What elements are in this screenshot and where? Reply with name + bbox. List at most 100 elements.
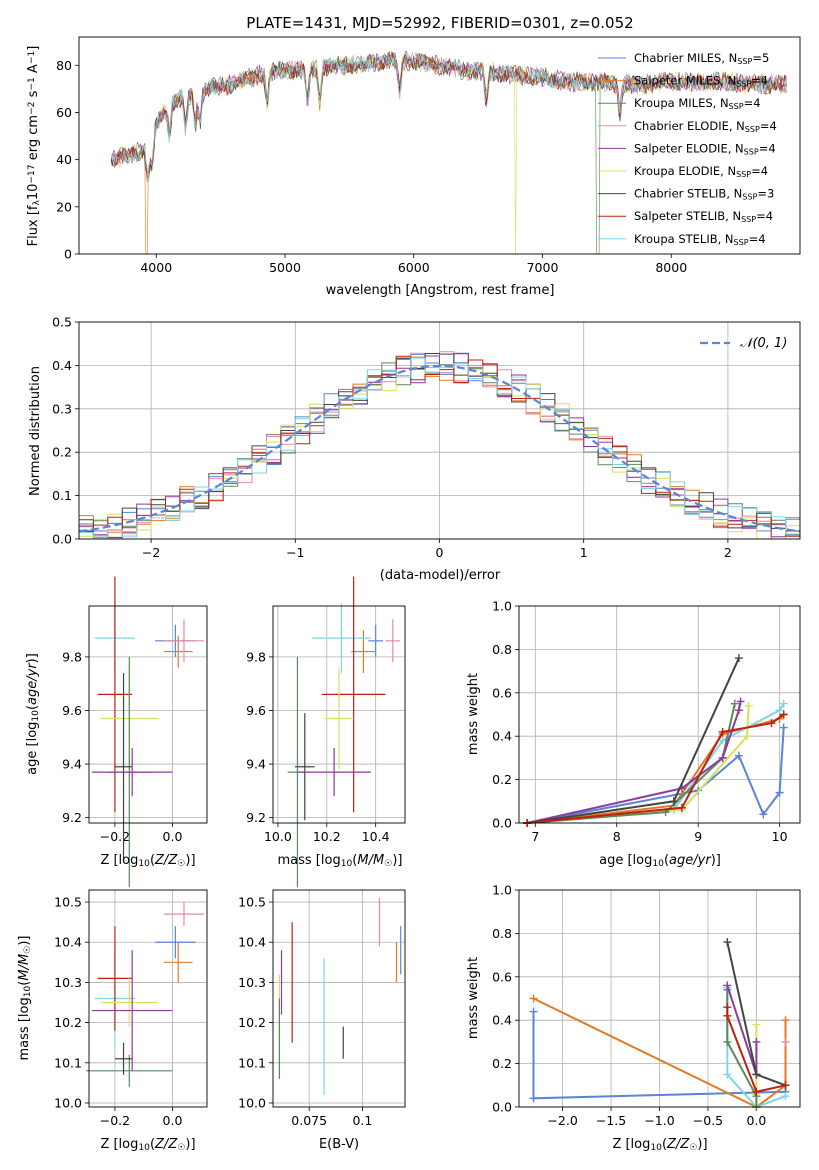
label-part: age [log — [599, 853, 652, 868]
label-part: )] — [392, 853, 402, 868]
y-axis-label: mass [log10(M/M☉)] — [17, 936, 33, 1061]
y-tick-label: 0.0 — [52, 532, 72, 547]
weight-point-marker — [723, 981, 732, 990]
y-tick-label: 0.8 — [492, 642, 512, 657]
x-tick-label: −0.5 — [693, 1113, 723, 1128]
label-part: −1 — [27, 51, 37, 64]
weight-point-marker — [723, 1070, 732, 1079]
y-tick-label: 9.2 — [246, 810, 266, 825]
x-axis-label: age [log10(age/yr)] — [599, 853, 721, 869]
y-tick-label: 10.0 — [238, 1095, 266, 1110]
x-tick-label: 10.0 — [264, 829, 292, 844]
label-part: −2 — [27, 102, 37, 115]
x-tick-label: 4000 — [140, 260, 172, 275]
y-axis-label: Normed distribution — [28, 366, 43, 496]
y-tick-label: 0.3 — [52, 401, 72, 416]
y-tick-label: 0 — [64, 247, 72, 262]
x-tick-label: −1.5 — [596, 1113, 626, 1128]
weight-point-marker — [736, 697, 745, 706]
weight-point-marker — [752, 1020, 761, 1029]
label-part: SSP — [744, 147, 759, 156]
y-tick-label: 10.2 — [238, 1015, 266, 1030]
y-tick-label: 10.0 — [54, 1095, 82, 1110]
label-part: )] — [711, 853, 721, 868]
weight-point-marker — [752, 1070, 761, 1079]
y-tick-label: 80 — [56, 58, 72, 73]
y-tick-label: 0.0 — [492, 1100, 512, 1115]
x-tick-label: −2.0 — [547, 1113, 577, 1128]
weight-series-line — [526, 727, 785, 824]
label-part: )] — [185, 853, 195, 868]
y-tick-label: 10.2 — [54, 1015, 82, 1030]
label-part: )] — [185, 1137, 195, 1152]
label-part: )] — [697, 1137, 707, 1152]
weight-point-marker — [781, 1092, 790, 1101]
y-tick-label: 9.2 — [62, 810, 82, 825]
label-part: s — [26, 90, 41, 101]
label-part: 10 — [138, 1143, 150, 1153]
axes-frame — [78, 36, 801, 255]
y-axis-label: mass weight — [466, 673, 481, 755]
legend-entry: Salpeter STELIB, NSSP=4 — [634, 209, 773, 224]
axes-frame — [88, 889, 208, 1108]
label-part: ( — [352, 853, 357, 868]
label-part: 10 — [23, 986, 33, 998]
label-part: 10 — [26, 184, 41, 201]
x-tick-label: −0.2 — [100, 1113, 130, 1128]
label-part: 10 — [31, 710, 41, 722]
label-part: SSP — [736, 170, 751, 179]
weight-point-marker — [677, 803, 686, 812]
x-tick-label: 0.1 — [352, 1113, 372, 1128]
weight-point-marker — [752, 1087, 761, 1096]
y-tick-label: 0.1 — [52, 488, 72, 503]
y-tick-label: 9.6 — [246, 703, 266, 718]
y-tick-label: 0.6 — [492, 685, 512, 700]
label-part: Z [log — [100, 1137, 138, 1152]
label-part: Salpeter STELIB, N — [634, 209, 741, 223]
label-part: Salpeter MILES, N — [634, 74, 736, 88]
legend-entry: Salpeter ELODIE, NSSP=4 — [634, 141, 776, 156]
normal-reference-curve — [78, 364, 801, 533]
x-axis-label: Z [log10(Z/Z☉)] — [612, 1137, 707, 1153]
x-tick-label: 9 — [694, 829, 702, 844]
label-part: Z [log — [100, 853, 138, 868]
weight-point-marker — [734, 751, 743, 760]
label-part: Kroupa MILES, N — [634, 96, 729, 110]
weight-point-marker — [529, 1007, 538, 1016]
y-tick-label: 1.0 — [492, 599, 512, 614]
weight-point-marker — [743, 732, 752, 741]
x-tick-label: 0.075 — [291, 1113, 327, 1128]
y-tick-label: 10.1 — [238, 1055, 266, 1070]
label-part: ( — [662, 1137, 667, 1152]
label-part: M/M — [357, 853, 384, 868]
label-part: =4 — [759, 141, 776, 155]
weight-point-marker — [723, 1037, 732, 1046]
legend-entry: Kroupa ELODIE, NSSP=4 — [634, 164, 768, 179]
label-part: A — [26, 64, 41, 77]
weight-point-marker — [723, 1003, 732, 1012]
x-tick-label: 5000 — [269, 260, 301, 275]
label-part: ( — [150, 1137, 155, 1152]
legend-entry: Chabrier STELIB, NSSP=3 — [634, 187, 774, 202]
y-tick-label: 10.1 — [54, 1055, 82, 1070]
label-part: −17 — [27, 164, 37, 183]
weight-point-marker — [734, 654, 743, 663]
label-part: −1 — [27, 77, 37, 90]
x-tick-label: 8000 — [655, 260, 687, 275]
axes-frame — [518, 889, 801, 1108]
label-part: ( — [664, 853, 669, 868]
y-tick-label: 9.8 — [62, 649, 82, 664]
label-part: SSP — [737, 57, 752, 66]
axes-frame — [88, 605, 208, 824]
histogram-step-line — [79, 357, 800, 539]
weight-point-marker — [669, 797, 678, 806]
label-part: erg cm — [26, 115, 41, 164]
mass-vs-extinction-panel — [269, 890, 405, 1111]
y-tick-label: 0.4 — [52, 358, 72, 373]
spectrum-lines — [110, 50, 788, 254]
chart-title: PLATE=1431, MJD=52992, FIBERID=0301, z=0… — [246, 14, 633, 32]
y-tick-label: 10.5 — [238, 895, 266, 910]
x-tick-label: 1 — [580, 545, 588, 560]
y-tick-label: 9.6 — [62, 703, 82, 718]
